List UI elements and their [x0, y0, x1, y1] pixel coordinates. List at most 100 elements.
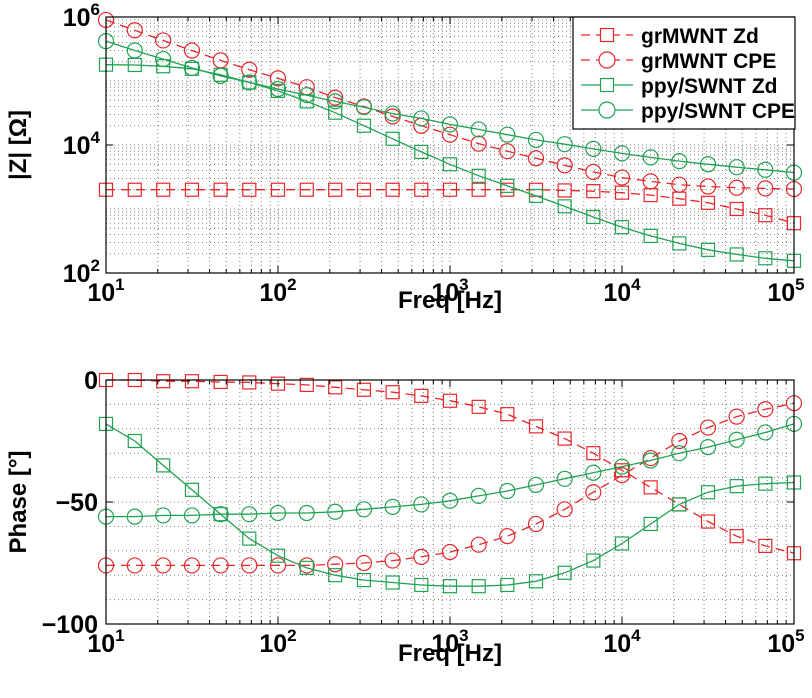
data-point: [442, 157, 458, 172]
data-point: [613, 467, 631, 484]
data-point: [672, 236, 687, 251]
data-point: [441, 116, 459, 133]
data-point: [242, 531, 257, 546]
data-point: [384, 498, 401, 515]
legend-label: grMWNT Zd: [641, 25, 759, 48]
data-point: [700, 514, 716, 529]
data-point: [270, 548, 286, 563]
data-point: [758, 476, 773, 491]
data-point: [242, 75, 257, 90]
data-point: [728, 159, 745, 176]
data-point: [413, 496, 430, 513]
data-point: [413, 110, 430, 127]
series-line: [106, 379, 795, 554]
series-3: [98, 57, 802, 268]
data-point: [298, 87, 315, 104]
data-point: [613, 169, 631, 186]
data-point: [442, 182, 458, 197]
data-point: [499, 528, 516, 545]
data-point: [126, 42, 143, 59]
data-point: [327, 503, 344, 520]
data-point: [613, 145, 631, 162]
legend-item-2: grMWNT CPE: [581, 50, 776, 73]
x-tick-label: 102: [259, 626, 296, 658]
data-point: [213, 182, 228, 197]
series-4: [97, 33, 803, 181]
data-point: [241, 61, 258, 78]
data-point: [699, 178, 717, 195]
data-point: [183, 557, 201, 574]
series-line: [106, 402, 795, 567]
data-point: [212, 506, 229, 523]
x-tick-label: 105: [767, 626, 804, 658]
data-point: [183, 59, 201, 77]
data-point: [355, 554, 373, 572]
data-point: [643, 516, 658, 532]
data-point: [757, 161, 774, 178]
data-point: [183, 507, 201, 524]
data-point: [499, 482, 516, 500]
data-point: [671, 153, 688, 170]
data-point: [527, 131, 545, 149]
data-point: [671, 176, 688, 193]
data-point: [500, 577, 515, 593]
data-point: [728, 431, 745, 448]
data-point: [614, 185, 630, 200]
data-point: [500, 178, 515, 193]
data-point: [557, 431, 572, 446]
data-point: [328, 380, 343, 395]
axis-ticks: [105, 379, 795, 625]
data-point: [328, 105, 343, 120]
data-point: [528, 574, 544, 589]
data-point: [671, 432, 688, 450]
data-point: [728, 408, 745, 425]
legend-marker: [599, 27, 615, 43]
data-point: [758, 251, 773, 266]
series-4: [97, 415, 803, 525]
data-point: [471, 182, 486, 197]
series-line: [105, 64, 795, 262]
data-point: [643, 480, 658, 495]
data-point: [269, 557, 287, 574]
data-point: [241, 557, 258, 574]
legend-marker: [598, 101, 616, 119]
data-point: [672, 497, 687, 512]
data-point: [729, 201, 744, 217]
data-point: [441, 492, 459, 509]
x-axis-label: Freq [Hz]: [398, 640, 502, 667]
data-point: [758, 208, 773, 223]
data-point: [384, 105, 401, 122]
data-point: [156, 374, 171, 389]
y-tick-label: 106: [63, 0, 100, 32]
data-point: [385, 385, 400, 400]
data-point: [585, 140, 602, 157]
data-point: [729, 529, 744, 544]
data-point: [184, 374, 200, 389]
x-tick-label: 101: [87, 275, 124, 307]
data-point: [242, 375, 257, 390]
data-point: [413, 548, 430, 566]
data-point: [528, 188, 544, 204]
data-point: [642, 149, 659, 166]
data-point: [414, 144, 429, 160]
chart-panel-2: 101 102 103 104 105 0 −50 −100 Freq [Hz] Phase [°…: [5, 367, 805, 667]
data-point: [729, 247, 744, 262]
data-point: [327, 556, 344, 573]
data-point: [699, 156, 717, 173]
data-point: [471, 168, 486, 183]
data-point: [470, 536, 487, 553]
data-point: [212, 67, 229, 85]
data-point: [414, 577, 429, 593]
data-point: [441, 543, 459, 561]
data-point: [126, 22, 143, 39]
data-point: [527, 150, 545, 167]
data-point: [385, 182, 400, 197]
data-point: [126, 557, 143, 574]
data-point: [699, 419, 717, 436]
data-point: [270, 376, 286, 391]
data-point: [213, 374, 228, 390]
data-point: [556, 501, 573, 518]
data-point: [557, 565, 572, 580]
